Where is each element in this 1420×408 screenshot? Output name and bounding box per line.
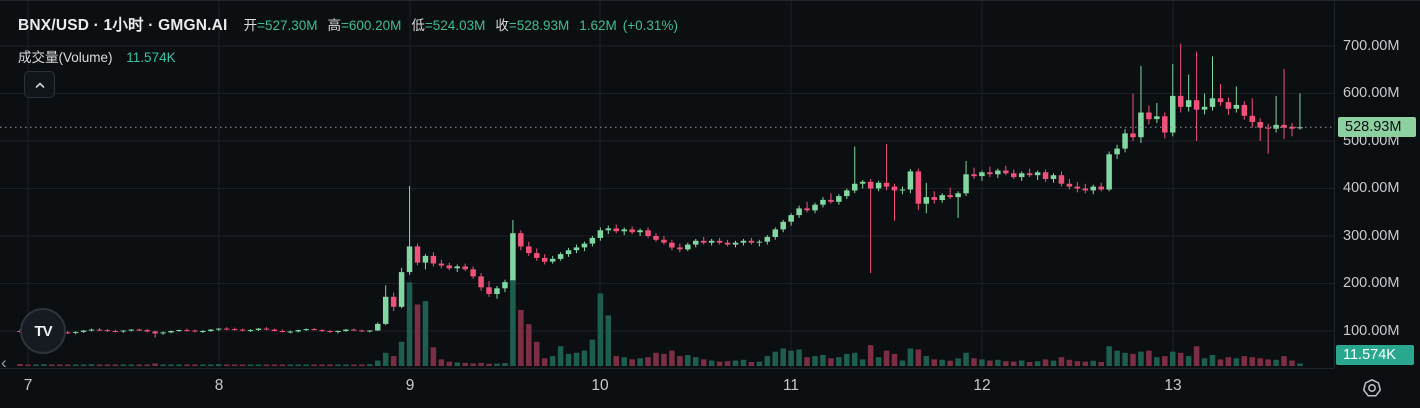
tradingview-glyph: TV bbox=[34, 322, 52, 340]
volume-indicator-row: 成交量(Volume) 11.574K bbox=[18, 46, 176, 65]
time-axis-label: 8 bbox=[214, 377, 224, 394]
settings-icon[interactable] bbox=[1356, 374, 1388, 402]
time-axis[interactable]: 7 8 9 10 11 12 13 bbox=[0, 368, 1334, 408]
change-amount: 1.62M bbox=[579, 18, 617, 33]
time-axis-label: 9 bbox=[405, 377, 415, 394]
price-axis[interactable]: 700.00M 600.00M 500.00M 400.00M 300.00M 200.0… bbox=[1334, 1, 1420, 368]
time-axis-label: 7 bbox=[23, 377, 33, 394]
current-volume-badge: 11.574K bbox=[1336, 345, 1414, 365]
volume-indicator-value: 11.574K bbox=[126, 50, 176, 65]
tradingview-logo[interactable]: TV bbox=[20, 308, 66, 354]
time-axis-label: 12 bbox=[973, 377, 991, 394]
ohlc-readout: 开=527.30M 高=600.20M 低=524.03M 收=528.93M 1.62… bbox=[244, 18, 684, 33]
time-axis-label: 10 bbox=[591, 377, 609, 394]
price-axis-label: 700.00M bbox=[1343, 37, 1400, 54]
symbol-title[interactable]: BNX/USD · 1小时 · GMGN.AI bbox=[18, 17, 228, 34]
scroll-left-icon[interactable]: ‹ bbox=[1, 353, 7, 372]
open-readout: 开=527.30M bbox=[243, 18, 318, 33]
chart-header: BNX/USD · 1小时 · GMGN.AI 开=527.30M 高=600.20… bbox=[18, 13, 684, 34]
candlestick-chart[interactable] bbox=[0, 1, 1334, 368]
high-readout: 高=600.20M bbox=[327, 18, 402, 33]
time-axis-label: 11 bbox=[782, 377, 800, 394]
close-readout: 收=528.93M bbox=[495, 18, 570, 33]
volume-indicator-label[interactable]: 成交量(Volume) bbox=[18, 50, 113, 65]
settings-hex-icon bbox=[1362, 378, 1382, 397]
price-axis-label: 400.00M bbox=[1343, 180, 1400, 196]
chevron-up-icon bbox=[35, 82, 44, 88]
price-axis-label: 600.00M bbox=[1343, 85, 1400, 101]
price-axis-label: 200.00M bbox=[1343, 275, 1400, 291]
low-readout: 低=524.03M bbox=[411, 18, 486, 33]
price-axis-label: 300.00M bbox=[1343, 227, 1400, 244]
current-price-badge: 528.93M bbox=[1338, 117, 1416, 138]
change-percent: (+0.31%) bbox=[622, 18, 678, 33]
collapse-pane-button[interactable] bbox=[24, 71, 55, 98]
time-axis-label: 13 bbox=[1164, 377, 1182, 394]
price-axis-label: 100.00M bbox=[1343, 322, 1400, 339]
